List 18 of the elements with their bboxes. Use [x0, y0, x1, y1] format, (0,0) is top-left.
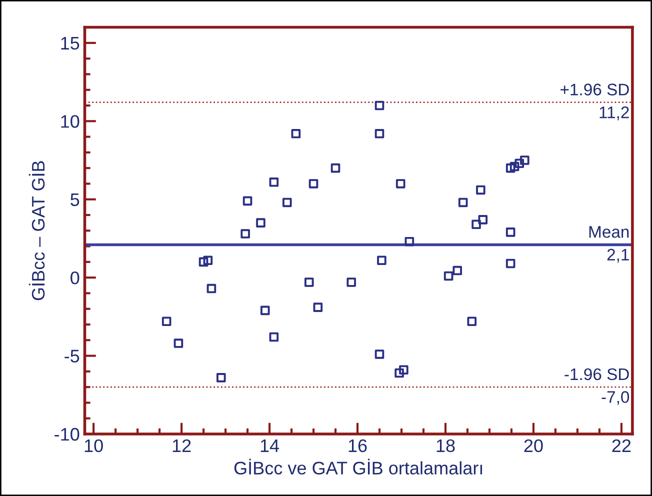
ref-line-label: Mean 2,1 [589, 226, 629, 263]
x-tick-label: 10 [84, 439, 103, 452]
y-tick-label: 5 [70, 193, 80, 206]
y-tick-label: -10 [54, 428, 80, 441]
ref-line-label: +1.96 SD 11,2 [560, 84, 629, 120]
x-tick-label: 14 [260, 440, 280, 452]
ref-line-label: -1.96 SD -7,0 [564, 368, 630, 405]
x-tick-label: 12 [172, 439, 191, 452]
y-axis-title: GİBcc – GAT GİB [28, 161, 45, 300]
x-axis-title: GİBcc ve GAT GİB ortalamaları [234, 458, 482, 475]
y-tick-label: 15 [61, 37, 80, 50]
x-tick-label: 20 [524, 439, 543, 452]
y-tick-label: 0 [70, 272, 80, 284]
y-tick-label: -5 [64, 350, 80, 363]
y-tick-label: 10 [61, 115, 80, 128]
x-tick-label: 18 [436, 439, 455, 452]
x-tick-label: 16 [348, 439, 367, 452]
x-tick-label: 22 [612, 439, 631, 452]
